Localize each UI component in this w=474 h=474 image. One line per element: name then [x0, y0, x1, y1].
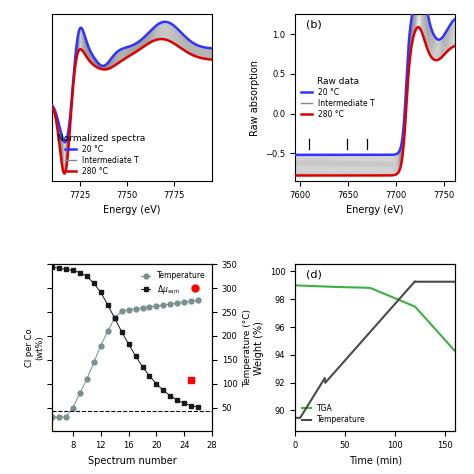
Text: (d): (d)	[306, 270, 322, 280]
X-axis label: Energy (eV): Energy (eV)	[103, 205, 161, 215]
Legend: TGA, Temperature: TGA, Temperature	[299, 401, 369, 428]
Text: (b): (b)	[306, 19, 322, 29]
Y-axis label: Cl per Co
(wt%): Cl per Co (wt%)	[25, 328, 45, 367]
Legend: 20 °C, Intermediate T, 280 °C: 20 °C, Intermediate T, 280 °C	[299, 75, 376, 120]
Legend: Temperature, $\Delta\mu_{sam}$: Temperature, $\Delta\mu_{sam}$	[138, 268, 208, 299]
Y-axis label: Weight (%): Weight (%)	[254, 321, 264, 375]
Y-axis label: Temperature (°C): Temperature (°C)	[243, 309, 252, 387]
Legend: 20 °C, Intermediate T, 280 °C: 20 °C, Intermediate T, 280 °C	[56, 132, 147, 177]
X-axis label: Energy (eV): Energy (eV)	[346, 205, 404, 215]
Y-axis label: Raw absorption: Raw absorption	[250, 60, 260, 136]
X-axis label: Spectrum number: Spectrum number	[88, 456, 176, 465]
X-axis label: Time (min): Time (min)	[348, 456, 401, 465]
